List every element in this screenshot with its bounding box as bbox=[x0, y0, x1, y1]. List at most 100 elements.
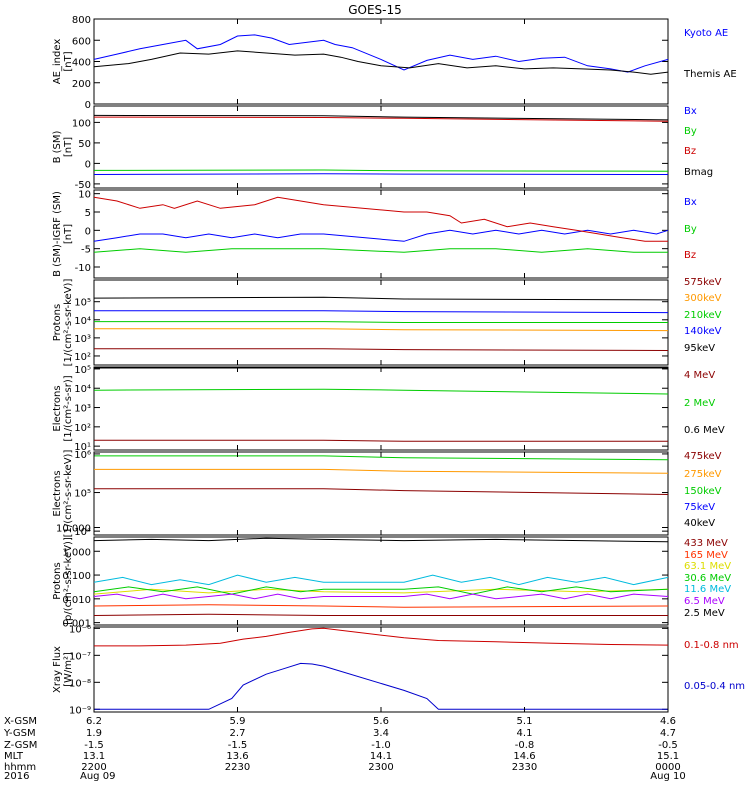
series-line-protons_low-1 bbox=[94, 328, 669, 332]
x-axis-value: 6.2 bbox=[86, 716, 102, 727]
series-line-b_sm-1 bbox=[93, 169, 669, 172]
x-axis-value: -1.5 bbox=[228, 740, 248, 751]
y-axis-label-electrons_high: Electrons bbox=[52, 385, 63, 431]
y-tick-label-xray: 10⁻⁸ bbox=[69, 678, 91, 689]
panel-frame-ae bbox=[93, 18, 669, 105]
legend-entry-protons_low: 95keV bbox=[684, 343, 715, 354]
legend-entry-electrons_low: 40keV bbox=[684, 518, 715, 529]
panel-frame-electrons_high bbox=[93, 366, 669, 451]
series-line-b_igrf-2 bbox=[93, 196, 668, 242]
x-row-label: hhmm bbox=[4, 762, 36, 773]
y-tick-label-protons_low: 10² bbox=[74, 352, 91, 363]
legend-entry-protons_high: 2.5 MeV bbox=[684, 608, 725, 619]
y-axis-label-ae: [nT] bbox=[63, 51, 74, 71]
legend-entry-ae: Themis AE bbox=[683, 69, 737, 80]
series-line-protons_high-6 bbox=[93, 537, 669, 543]
y-tick-label-ae: 600 bbox=[72, 36, 91, 47]
y-tick-label-electrons_low: 10⁶ bbox=[74, 450, 91, 461]
legend-entry-electrons_high: 2 MeV bbox=[684, 398, 715, 409]
y-tick-label-electrons_low: 10⁵ bbox=[74, 489, 91, 500]
legend-entry-electrons_low: 275keV bbox=[684, 469, 722, 480]
legend-entry-b_igrf: Bz bbox=[684, 250, 696, 261]
legend-entry-ae: Kyoto AE bbox=[684, 28, 728, 39]
y-tick-label-protons_low: 10³ bbox=[74, 334, 91, 345]
x-axis-value: 13.6 bbox=[226, 751, 248, 762]
legend-entry-electrons_low: 75keV bbox=[684, 502, 715, 513]
y-tick-label-electrons_high: 10² bbox=[74, 423, 91, 434]
x-axis-value: Aug 09 bbox=[80, 771, 115, 782]
x-axis-value: 13.1 bbox=[83, 751, 105, 762]
series-line-protons_high-5 bbox=[93, 593, 669, 600]
y-axis-label-b_sm: [nT] bbox=[63, 137, 74, 157]
series-line-protons_high-4 bbox=[93, 574, 669, 586]
y-tick-label-b_igrf: 0 bbox=[85, 226, 91, 237]
y-tick-label-protons_high: 0.010 bbox=[62, 595, 91, 606]
legend-entry-b_igrf: Bx bbox=[684, 197, 697, 208]
y-axis-label-b_igrf: [nT] bbox=[63, 224, 74, 244]
legend-entry-b_sm: By bbox=[684, 126, 697, 137]
chart-title: GOES-15 bbox=[348, 3, 402, 17]
x-axis-value: -0.8 bbox=[515, 740, 535, 751]
y-tick-label-protons_high: 0.001 bbox=[62, 619, 91, 630]
x-axis-value: 3.4 bbox=[373, 728, 389, 739]
x-axis-value: -1.0 bbox=[371, 740, 391, 751]
x-axis-value: 5.9 bbox=[230, 716, 246, 727]
legend-entry-protons_high: 11.6 MeV bbox=[684, 584, 731, 595]
legend-entry-protons_low: 210keV bbox=[684, 310, 722, 321]
panel-frame-b_igrf bbox=[93, 189, 669, 279]
y-tick-label-electrons_high: 10³ bbox=[74, 404, 91, 415]
series-line-b_igrf-0 bbox=[93, 229, 669, 242]
y-axis-label-electrons_high: [1/(cm²-s-sr)] bbox=[63, 375, 74, 441]
y-axis-label-b_igrf: B (SM)-IGRF (SM) bbox=[52, 191, 63, 277]
y-tick-label-b_sm: 0 bbox=[85, 159, 91, 170]
x-axis-value: 5.6 bbox=[373, 716, 389, 727]
x-axis-value: 4.7 bbox=[660, 728, 676, 739]
x-row-label: Z-GSM bbox=[4, 740, 37, 751]
y-tick-label-protons_high: 10.000 bbox=[56, 523, 91, 534]
y-axis-label-protons_high: [p/(cm²-s-sr-keV)] bbox=[63, 537, 74, 625]
x-axis-value: 0000 bbox=[655, 762, 680, 773]
y-tick-label-ae: 800 bbox=[72, 15, 91, 26]
legend-entry-protons_high: 6.5 MeV bbox=[684, 596, 725, 607]
y-axis-label-b_sm: B (SM) bbox=[52, 130, 63, 163]
legend-entry-electrons_low: 150keV bbox=[684, 486, 722, 497]
series-line-electrons_low-0 bbox=[94, 488, 669, 495]
legend-entry-protons_low: 575keV bbox=[684, 277, 722, 288]
series-line-b_sm-2 bbox=[93, 116, 669, 122]
legend-entry-electrons_high: 4 MeV bbox=[684, 370, 715, 381]
x-axis-value: 4.1 bbox=[517, 728, 533, 739]
series-line-protons_low-4 bbox=[93, 296, 669, 301]
x-row-label: X-GSM bbox=[4, 716, 37, 727]
y-axis-label-ae: AE_index bbox=[52, 39, 63, 85]
legend-entry-b_sm: Bx bbox=[684, 106, 697, 117]
x-axis-value: 14.6 bbox=[513, 751, 535, 762]
y-axis-label-protons_low: [1/(cm²-s-sr-keV)] bbox=[63, 279, 74, 367]
y-tick-label-b_igrf: -10 bbox=[75, 263, 91, 274]
legend-entry-xray: 0.1-0.8 nm bbox=[684, 640, 739, 651]
y-tick-label-electrons_high: 10⁵ bbox=[74, 365, 91, 376]
x-axis-value: 2200 bbox=[81, 762, 106, 773]
y-tick-label-xray: 10⁻⁹ bbox=[69, 705, 91, 716]
y-axis-label-xray: [W/m²] bbox=[63, 652, 74, 687]
y-tick-label-b_igrf: 5 bbox=[85, 208, 91, 219]
legend-entry-protons_high: 30.6 MeV bbox=[684, 573, 731, 584]
x-row-label: 2016 bbox=[4, 771, 29, 782]
y-axis-label-protons_low: Protons bbox=[52, 304, 63, 341]
x-axis-value: 2.7 bbox=[230, 728, 246, 739]
x-axis-value: Aug 10 bbox=[650, 771, 685, 782]
y-tick-label-protons_low: 10⁴ bbox=[74, 316, 91, 327]
y-tick-label-electrons_high: 10¹ bbox=[74, 442, 91, 453]
x-row-label: MLT bbox=[4, 751, 24, 762]
series-line-ae-1 bbox=[93, 50, 669, 75]
y-tick-label-b_igrf: 10 bbox=[78, 190, 91, 201]
x-axis-value: 1.9 bbox=[86, 728, 102, 739]
legend-entry-protons_high: 165 MeV bbox=[684, 550, 728, 561]
x-axis-value: 2230 bbox=[225, 762, 250, 773]
y-axis-label-xray: Xray Flux bbox=[52, 646, 63, 693]
x-axis-value: 5.1 bbox=[517, 716, 533, 727]
series-line-b_sm-3 bbox=[93, 114, 669, 121]
x-axis-value: 4.6 bbox=[660, 716, 676, 727]
series-line-ae-0 bbox=[93, 34, 669, 73]
series-line-protons_high-1 bbox=[93, 604, 669, 608]
